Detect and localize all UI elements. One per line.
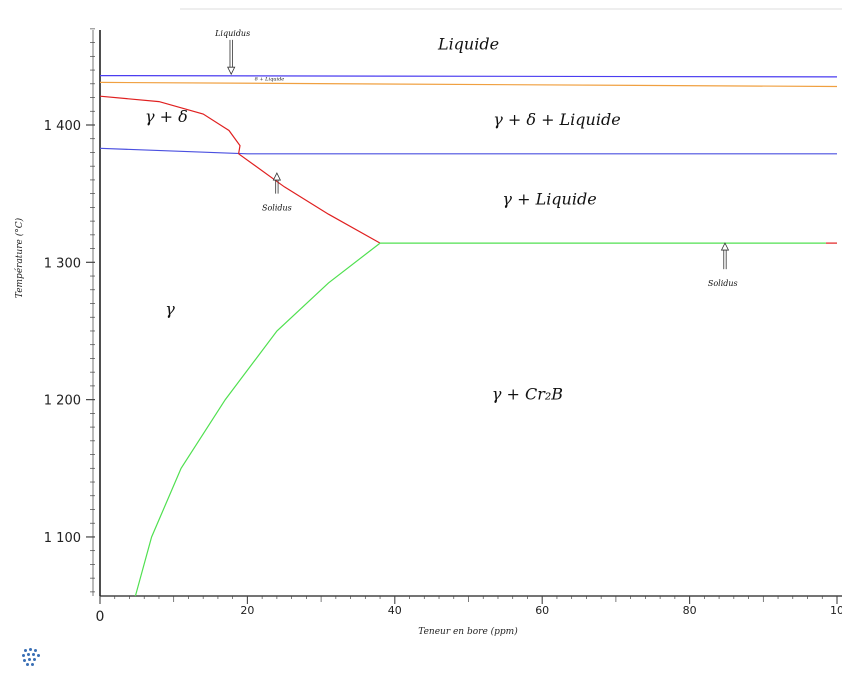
annotation-arrow-head	[272, 172, 282, 181]
phase-boundary-line-3	[99, 147, 837, 155]
phase-boundary-line-2	[99, 81, 838, 88]
annotation-label: Liquidus	[214, 29, 250, 38]
region-label: γ + δ	[145, 107, 188, 126]
phase-boundary-line-1	[99, 74, 838, 78]
annotation-label: Solidus	[708, 279, 738, 288]
region-label: Liquide	[437, 34, 499, 53]
y-tick-label: 1 400	[44, 119, 81, 134]
phase-boundary-line-8	[134, 242, 381, 597]
logo-icon	[22, 648, 42, 668]
y-axis-title: Température (°C)	[14, 217, 25, 298]
phase-boundary-line-5	[238, 153, 381, 244]
x-tick-label: 0	[96, 609, 105, 625]
y-tick-label: 1 300	[44, 256, 81, 271]
region-label: γ + δ + Liquide	[493, 110, 620, 129]
region-label: γ + Liquide	[502, 190, 596, 209]
x-axis-title: Teneur en bore (ppm)	[418, 626, 518, 637]
x-tick-label: 40	[388, 604, 402, 617]
y-tick-label: 1 100	[44, 531, 81, 546]
x-tick-label: 20	[240, 604, 254, 617]
annotation-arrow-head	[720, 242, 730, 251]
x-tick-label: 60	[535, 604, 549, 617]
x-tick-label: 10	[830, 604, 842, 617]
annotation-label: Solidus	[262, 203, 292, 212]
region-label: γ + Cr₂B	[492, 385, 563, 404]
annotation-arrow-head	[227, 66, 236, 76]
annotation-label: δ + Liquide	[255, 77, 285, 83]
region-label: γ	[165, 299, 175, 318]
x-tick-label: 80	[683, 604, 697, 617]
y-tick-label: 1 200	[44, 394, 81, 409]
phase-boundary-line-4	[99, 95, 241, 154]
